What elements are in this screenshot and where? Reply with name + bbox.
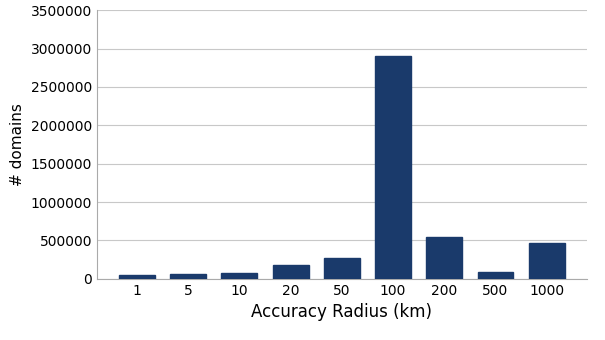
Bar bbox=[119, 275, 155, 279]
Bar bbox=[477, 272, 514, 279]
Bar bbox=[427, 237, 462, 279]
Bar bbox=[221, 273, 257, 279]
Bar bbox=[273, 266, 309, 279]
Y-axis label: # domains: # domains bbox=[10, 103, 25, 186]
Bar bbox=[529, 243, 564, 279]
Bar bbox=[375, 56, 411, 279]
X-axis label: Accuracy Radius (km): Accuracy Radius (km) bbox=[251, 303, 433, 321]
Bar bbox=[170, 274, 206, 279]
Bar bbox=[324, 258, 360, 279]
